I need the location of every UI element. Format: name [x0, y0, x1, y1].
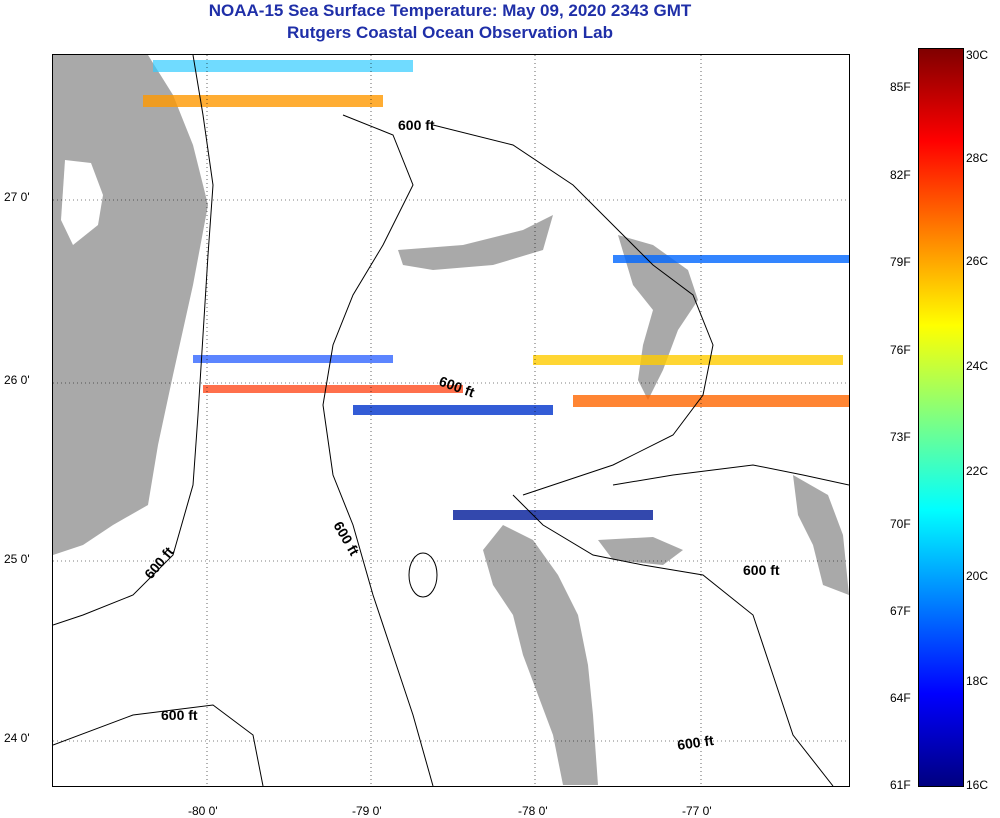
- sst-swaths: [143, 60, 849, 520]
- cb-c-22: 22C: [966, 464, 989, 478]
- cb-f-64: 64F: [890, 691, 911, 705]
- lat-label-25: 25 0': [4, 552, 30, 566]
- cb-c-18: 18C: [966, 674, 989, 688]
- cb-f-61: 61F: [890, 778, 911, 792]
- map-canvas: 600 ft 600 ft 600 ft 600 ft 600 ft 600 f…: [53, 55, 849, 786]
- isobath-south: [53, 704, 264, 786]
- cb-c-26: 26C: [966, 254, 989, 268]
- isobath-label-1: 600 ft: [398, 117, 435, 133]
- isobath-label-2: 600 ft: [437, 373, 477, 401]
- isobath-label-7: 600 ft: [676, 732, 715, 753]
- cb-f-82: 82F: [890, 168, 911, 182]
- sst-map[interactable]: 600 ft 600 ft 600 ft 600 ft 600 ft 600 f…: [52, 54, 850, 787]
- cb-f-73: 73F: [890, 430, 911, 444]
- lon-label-80: -80 0': [188, 804, 218, 818]
- lat-label-24: 24 0': [4, 731, 30, 745]
- isobath-grand-bahama: [322, 114, 434, 786]
- eleuthera-land: [793, 475, 849, 595]
- isobath-ring: [408, 552, 438, 598]
- grand-bahama-land: [398, 215, 553, 270]
- cb-f-70: 70F: [890, 517, 911, 531]
- isobath-label-4: 600 ft: [141, 543, 177, 582]
- isobath-andros: [512, 494, 834, 786]
- colorbar: [918, 48, 964, 787]
- lake-okeechobee: [61, 160, 103, 245]
- cb-f-67: 67F: [890, 604, 911, 618]
- isobath-abaco: [432, 124, 714, 496]
- andros-land: [483, 525, 598, 785]
- isobath-tongue: [612, 464, 849, 486]
- lon-label-79: -79 0': [352, 804, 382, 818]
- lat-label-27: 27 0': [4, 190, 30, 204]
- title-line-1: NOAA-15 Sea Surface Temperature: May 09,…: [208, 1, 692, 20]
- lat-label-26: 26 0': [4, 373, 30, 387]
- isobath-label-5: 600 ft: [743, 562, 780, 578]
- isobath-label-3: 600 ft: [330, 519, 362, 559]
- isobath-label-6: 600 ft: [161, 707, 198, 723]
- lon-label-78: -78 0': [518, 804, 548, 818]
- cb-c-20: 20C: [966, 569, 989, 583]
- isobath-florida: [53, 55, 214, 626]
- abaco-land: [618, 235, 698, 400]
- cb-c-30: 30C: [966, 48, 989, 62]
- cb-f-85: 85F: [890, 80, 911, 94]
- berry-islands-land: [598, 537, 683, 565]
- cb-c-16: 16C: [966, 778, 989, 792]
- title-line-2: Rutgers Coastal Ocean Observation Lab: [287, 23, 613, 42]
- cb-f-79: 79F: [890, 255, 911, 269]
- cb-c-28: 28C: [966, 151, 989, 165]
- lon-label-77: -77 0': [682, 804, 712, 818]
- cb-c-24: 24C: [966, 359, 989, 373]
- cb-f-76: 76F: [890, 343, 911, 357]
- florida-land: [53, 55, 208, 555]
